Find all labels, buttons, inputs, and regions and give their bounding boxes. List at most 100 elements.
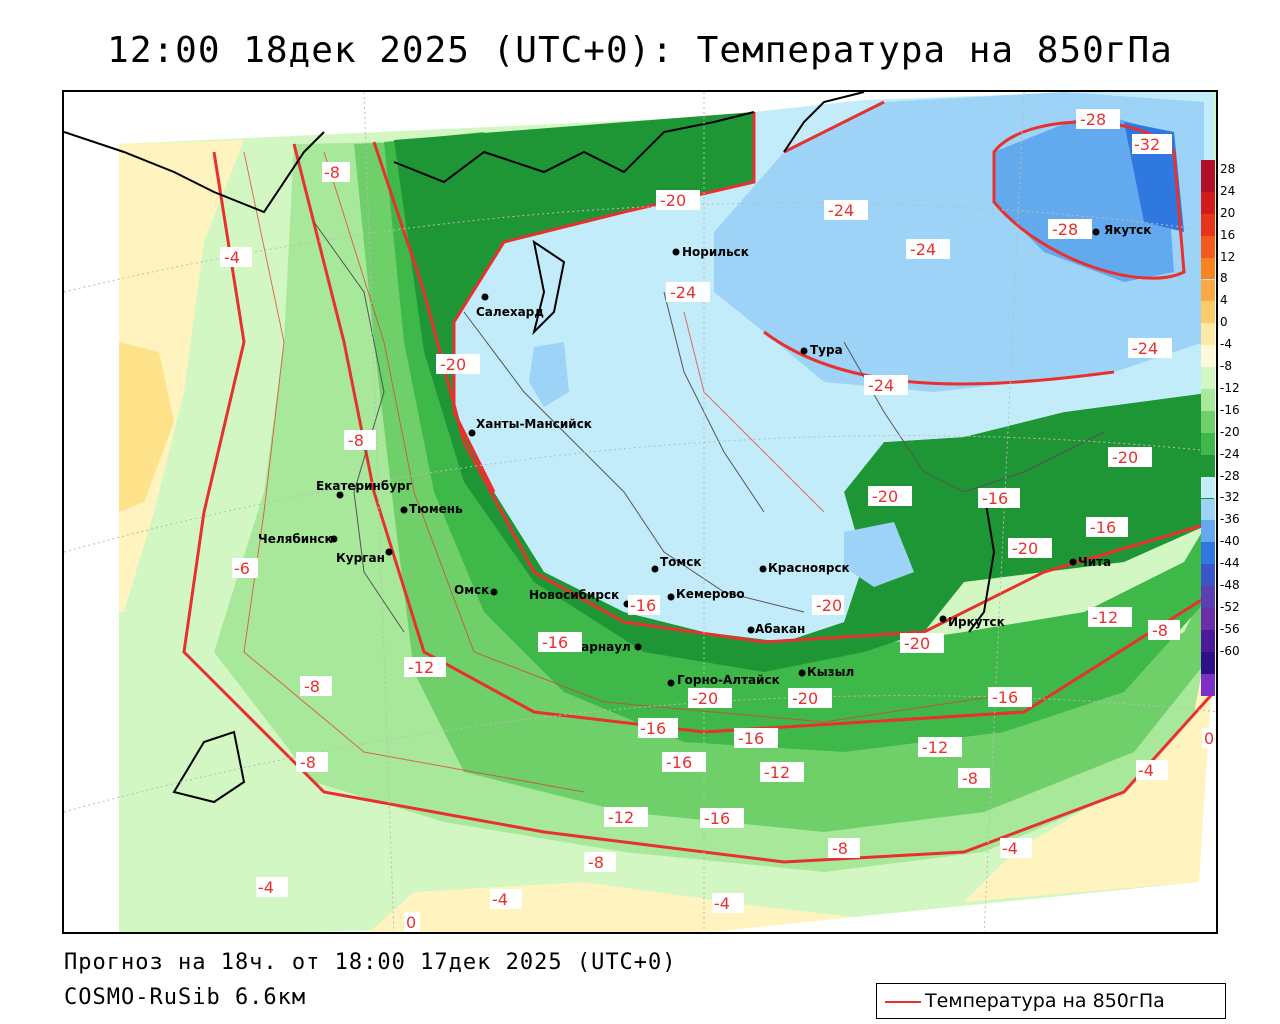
scale-label: 8: [1220, 271, 1228, 286]
isolines: [182, 100, 1216, 864]
svg-text:-20: -20: [1112, 448, 1138, 467]
isoline-label: -28: [1048, 219, 1092, 239]
svg-text:-28: -28: [1080, 110, 1106, 129]
isoline-label: -8: [1148, 620, 1180, 640]
scale-label: 12: [1220, 249, 1236, 264]
svg-text:-28: -28: [1052, 220, 1078, 239]
isoline-label: -8: [584, 852, 616, 872]
svg-text:-8: -8: [348, 431, 364, 450]
isoline-label: -8: [322, 162, 350, 182]
scale-cell: [1201, 608, 1215, 630]
scale-label: -24: [1220, 446, 1240, 461]
svg-text:-4: -4: [224, 248, 240, 267]
cities: Салехард Норильск Якутск Тура Ханты-Манс…: [258, 223, 1151, 687]
isoline-label: 0: [1202, 728, 1216, 748]
city-kemerovo: Кемерово: [667, 587, 745, 601]
svg-text:-12: -12: [1092, 608, 1118, 627]
scale-label: -28: [1220, 468, 1240, 483]
isoline-label: -12: [760, 762, 804, 782]
svg-text:-16: -16: [992, 688, 1018, 707]
scale-cell: [1201, 257, 1215, 280]
scale-label: -16: [1220, 402, 1240, 417]
zone-m20-m24: [394, 112, 1214, 672]
isoline-label: -16: [662, 752, 706, 772]
city-yekaterinburg: Екатеринбург: [316, 479, 412, 499]
city-label: Кемерово: [676, 587, 745, 601]
svg-text:-20: -20: [692, 689, 718, 708]
city-chita: Чита: [1069, 555, 1111, 569]
isoline-label: -20: [788, 688, 832, 708]
city-kyzyl: Кызыл: [798, 665, 854, 679]
legend-label: Температура на 850гПа: [925, 990, 1165, 1012]
zone-warm-west-core: [119, 342, 174, 512]
scale-label: -32: [1220, 490, 1240, 505]
isoline-label: -20: [1108, 447, 1152, 467]
legend: Температура на 850гПа: [876, 983, 1226, 1019]
city-yakutsk: Якутск: [1092, 223, 1151, 237]
city-label: Томск: [660, 555, 702, 569]
scale-cell: [1201, 542, 1215, 565]
scale-label: -44: [1220, 556, 1240, 571]
city-abakan: Абакан: [747, 622, 805, 636]
svg-text:-4: -4: [1138, 761, 1154, 780]
scale-cell: [1201, 432, 1215, 455]
city-salekhard: Салехард: [476, 293, 544, 319]
city-tyumen: Тюмень: [400, 502, 463, 516]
isoline-label: -16: [628, 595, 660, 615]
city-tomsk: Томск: [651, 555, 702, 573]
svg-text:-16: -16: [982, 489, 1008, 508]
svg-text:-20: -20: [872, 487, 898, 506]
city-label: Барнаул: [572, 640, 631, 654]
svg-text:-20: -20: [440, 355, 466, 374]
city-label: Красноярск: [768, 561, 850, 575]
city-barnaul: Барнаул: [572, 640, 642, 654]
zone-warm-southeast: [964, 652, 1214, 902]
scale-label: 4: [1220, 293, 1228, 308]
city-label: Абакан: [755, 622, 805, 636]
scale-cell: [1201, 651, 1215, 674]
svg-text:-4: -4: [258, 878, 274, 897]
svg-text:-24: -24: [828, 201, 854, 220]
graticule: [64, 92, 1216, 932]
isoline-labels: -28 -32 -20 -24 -24 -28 -24 -24 -24 -20 …: [220, 109, 1216, 932]
city-label: Норильск: [682, 245, 749, 259]
scale-cell: [1201, 160, 1215, 192]
legend-line-swatch: [885, 1001, 921, 1003]
isoline-label: -32: [1132, 134, 1172, 154]
svg-text:-24: -24: [670, 283, 696, 302]
svg-text:-6: -6: [234, 559, 250, 578]
city-omsk: Омск: [454, 583, 498, 597]
isoline-label: -24: [666, 282, 710, 302]
city-chelyabinsk: Челябинск: [258, 532, 338, 546]
isoline-label: -8: [344, 430, 376, 450]
city-gorno-altaysk: Горно-Алтайск: [667, 673, 780, 687]
scale-cell: [1201, 586, 1215, 608]
svg-text:-24: -24: [868, 376, 894, 395]
scale-cell: [1201, 323, 1215, 346]
scale-label: -52: [1220, 599, 1240, 614]
city-label: Кызыл: [807, 665, 854, 679]
svg-text:-16: -16: [640, 719, 666, 738]
model-caption: COSMO-RuSib 6.6км: [64, 985, 307, 1010]
svg-text:-4: -4: [492, 890, 508, 909]
svg-text:-4: -4: [1002, 839, 1018, 858]
svg-text:-20: -20: [904, 634, 930, 653]
svg-text:-8: -8: [304, 677, 320, 696]
isoline-label: -24: [864, 375, 908, 395]
city-label: Якутск: [1104, 223, 1151, 237]
svg-text:0: 0: [406, 913, 416, 932]
map-canvas: Салехард Норильск Якутск Тура Ханты-Манс…: [64, 92, 1216, 932]
scale-cell: [1201, 476, 1215, 499]
scale-label: -60: [1220, 643, 1240, 658]
city-label: Тюмень: [409, 502, 463, 516]
isoline-label: -6: [232, 558, 258, 578]
svg-text:-12: -12: [764, 763, 790, 782]
svg-text:-8: -8: [324, 163, 340, 182]
scale-label: -4: [1220, 337, 1232, 352]
isoline-label: -16: [700, 808, 744, 828]
isoline-label: -20: [1008, 538, 1052, 558]
svg-text:-12: -12: [608, 808, 634, 827]
svg-text:-20: -20: [816, 596, 842, 615]
svg-text:-16: -16: [704, 809, 730, 828]
isoline-label: -24: [824, 200, 868, 220]
